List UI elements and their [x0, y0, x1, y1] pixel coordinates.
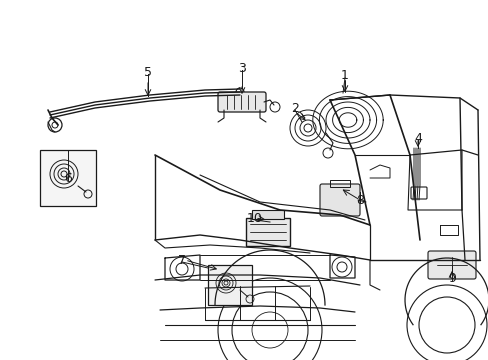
FancyBboxPatch shape	[427, 251, 475, 279]
Bar	[251, 210, 284, 219]
Text: 2: 2	[290, 102, 298, 114]
Bar	[329, 180, 349, 187]
Text: 8: 8	[355, 194, 363, 207]
Text: 10: 10	[246, 212, 263, 225]
Text: 5: 5	[143, 66, 152, 78]
Text: 7: 7	[178, 253, 185, 266]
FancyBboxPatch shape	[319, 184, 359, 216]
Text: 1: 1	[340, 68, 348, 81]
Text: 9: 9	[447, 271, 455, 284]
Bar	[40, 150, 96, 206]
FancyBboxPatch shape	[245, 218, 289, 246]
Text: 6: 6	[64, 171, 72, 185]
Text: 3: 3	[238, 62, 245, 75]
Bar	[207, 265, 251, 305]
Text: 4: 4	[413, 131, 421, 144]
FancyBboxPatch shape	[218, 92, 265, 112]
